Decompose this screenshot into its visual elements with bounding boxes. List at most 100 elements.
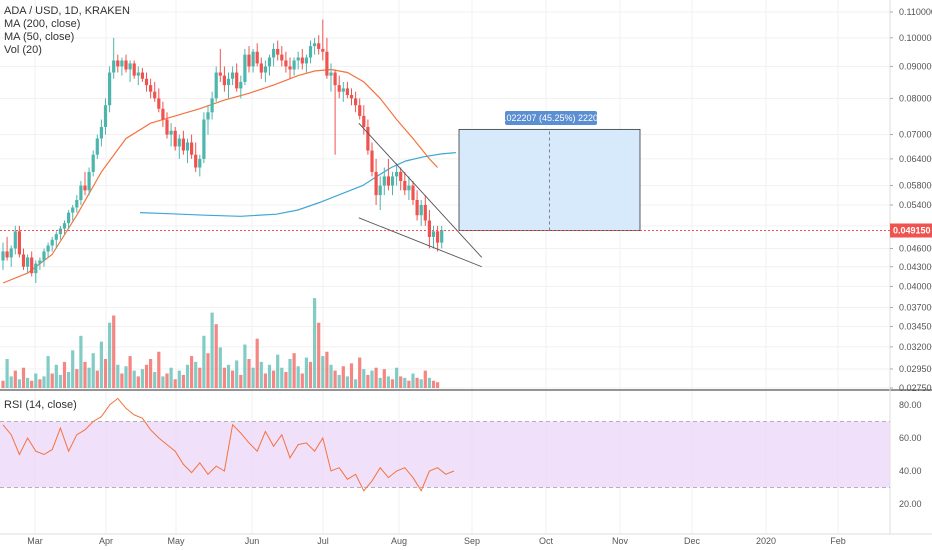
volume-bar (87, 367, 91, 388)
candle-body (21, 254, 26, 267)
volume-bar (345, 376, 349, 388)
volume-bar (116, 364, 120, 388)
volume-bar (337, 374, 341, 388)
volume-bar (399, 376, 403, 388)
volume-bar (62, 361, 67, 388)
volume-bar (436, 382, 440, 388)
volume-bar (386, 376, 390, 388)
volume-bar (333, 370, 337, 388)
falling-wedge-drawing[interactable] (358, 122, 483, 268)
rsi-legend[interactable]: RSI (14, close) (4, 399, 77, 411)
time-axis[interactable]: Mar Apr May Jun Jul Aug Sep Oct Nov Dec 2020 Feb (27, 536, 846, 546)
candle-body (206, 112, 210, 120)
volume-bar (17, 379, 21, 388)
candle-body (140, 72, 144, 79)
volume-bar (157, 351, 161, 388)
candle-body (46, 245, 50, 252)
candle-body (370, 150, 374, 172)
volume-bar (34, 373, 38, 388)
candlestick-series[interactable] (1, 19, 444, 284)
volume-bar (50, 373, 54, 388)
candle-body (87, 171, 91, 191)
candle-body (411, 185, 415, 200)
candle-body (313, 43, 317, 47)
measure-tool[interactable]: 0.022207 (45.25%) 22207 (458, 111, 641, 231)
time-tick-label: Sep (464, 536, 480, 546)
volume-bar (165, 373, 169, 388)
time-tick-label: Nov (612, 536, 629, 546)
candle-body (300, 57, 304, 64)
candle-body (308, 46, 313, 58)
candle-body (263, 66, 267, 73)
candle-body (304, 57, 308, 64)
volume-bar (276, 354, 280, 388)
rsi-tick-label: 60.00 (899, 433, 922, 443)
time-tick-label: Jul (317, 536, 329, 546)
symbol-title[interactable]: ADA / USD, 1D, KRAKEN (4, 5, 130, 17)
candle-body (5, 251, 9, 258)
volume-bar (247, 359, 251, 388)
volume-bar (108, 322, 112, 388)
volume-bar (366, 374, 370, 388)
volume-legend[interactable]: Vol (20) (4, 44, 42, 56)
ma200-legend[interactable]: MA (200, close) (4, 18, 81, 30)
candle-body (329, 72, 333, 76)
volume-bar (198, 367, 202, 388)
ma50-legend[interactable]: MA (50, close) (4, 31, 75, 43)
candle-body (120, 60, 124, 67)
current-price-badge (890, 223, 932, 238)
candle-body (288, 66, 292, 70)
rsi-line[interactable] (2, 397, 455, 492)
candle-body (149, 85, 153, 92)
candle-body (67, 212, 71, 224)
volume-bars (1, 298, 440, 388)
candle-body (284, 60, 288, 67)
volume-bar (140, 369, 144, 388)
candle-body (374, 171, 378, 196)
volume-bar (251, 367, 255, 388)
candle-body (79, 185, 83, 200)
candle-body (157, 98, 161, 109)
volume-bar (296, 366, 300, 388)
volume-bar (341, 366, 345, 388)
candle-body (144, 78, 149, 86)
volume-bar (99, 341, 103, 388)
volume-bar (1, 380, 5, 388)
volume-bar (83, 361, 87, 388)
volume-bar (91, 353, 95, 388)
volume-bar (161, 376, 165, 388)
candle-body (358, 105, 362, 116)
volume-bar (54, 364, 58, 388)
candle-body (292, 60, 296, 70)
volume-bar (427, 377, 431, 388)
candle-body (395, 171, 399, 177)
volume-bar (112, 315, 116, 388)
measure-badge (505, 111, 597, 125)
volume-bar (358, 357, 362, 388)
candle-body (34, 263, 38, 274)
volume-bar (103, 359, 108, 388)
candle-body (231, 72, 235, 79)
volume-bar (235, 360, 239, 388)
volume-bar (325, 351, 329, 388)
volume-bar (292, 353, 296, 388)
volume-bar (120, 373, 124, 388)
volume-bar (259, 361, 263, 388)
price-tick-label: 0.027500 (899, 383, 932, 393)
rsi-band (0, 421, 890, 488)
candle-body (198, 158, 202, 168)
volume-bar (149, 359, 153, 388)
candle-body (181, 138, 185, 151)
candle-body (103, 105, 108, 127)
ma200-line[interactable] (139, 152, 456, 217)
volume-bar (354, 379, 358, 388)
rsi-axis[interactable]: 80.00 60.00 40.00 20.00 (899, 400, 922, 509)
